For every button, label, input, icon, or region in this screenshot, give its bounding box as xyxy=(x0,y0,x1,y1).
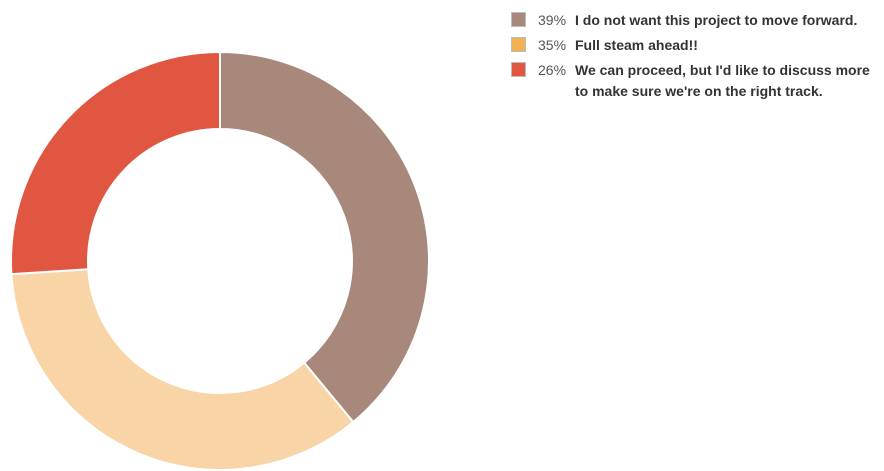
legend-swatch-no xyxy=(511,12,526,27)
chart-legend: 39% I do not want this project to move f… xyxy=(511,10,881,106)
donut-slice-no[interactable] xyxy=(219,50,430,424)
donut-chart xyxy=(10,50,430,471)
legend-percent-no: 39% xyxy=(538,12,567,28)
legend-swatch-full-steam xyxy=(511,37,526,52)
legend-swatch-discuss xyxy=(511,62,526,77)
donut-slice-full-steam[interactable] xyxy=(10,268,355,471)
donut-slice-discuss[interactable] xyxy=(10,50,221,276)
legend-item-no[interactable]: 39% I do not want this project to move f… xyxy=(511,10,881,31)
legend-label-discuss: We can proceed, but I'd like to discuss … xyxy=(575,62,870,99)
legend-percent-full-steam: 35% xyxy=(538,37,567,53)
legend-label-no: I do not want this project to move forwa… xyxy=(575,12,858,28)
legend-label-full-steam: Full steam ahead!! xyxy=(575,37,698,53)
legend-item-discuss[interactable]: 26% We can proceed, but I'd like to disc… xyxy=(511,60,881,102)
legend-item-full-steam[interactable]: 35% Full steam ahead!! xyxy=(511,35,881,56)
legend-percent-discuss: 26% xyxy=(538,62,567,78)
